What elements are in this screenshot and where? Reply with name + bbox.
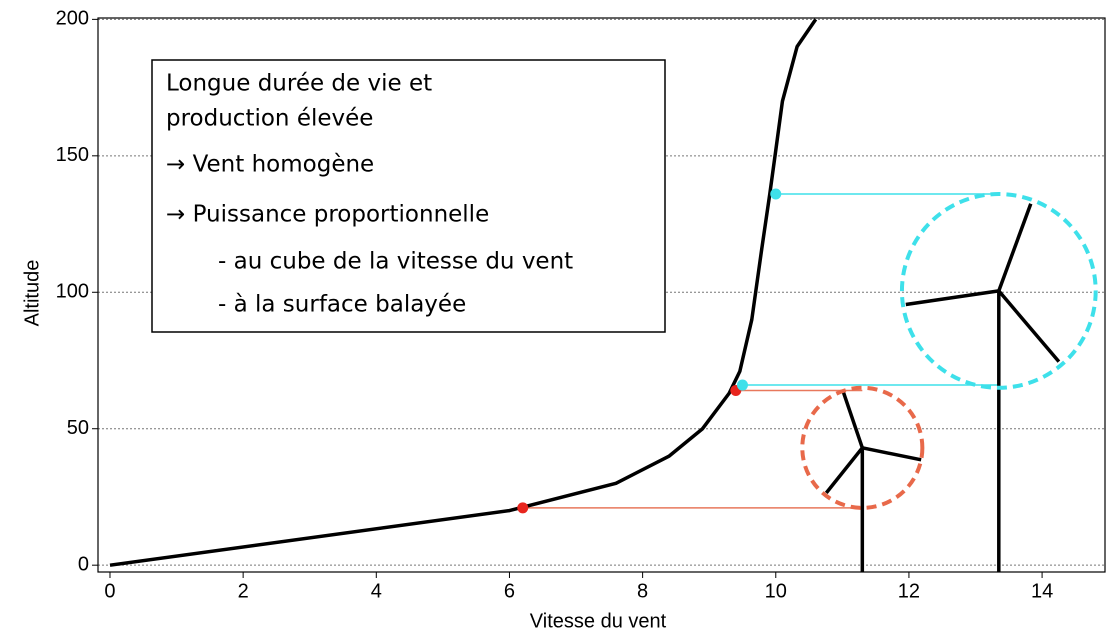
y-tick-label: 200 [56,8,89,30]
x-tick-label: 10 [765,580,787,602]
point [517,502,528,513]
turbine-blade [826,448,862,493]
x-tick-label: 4 [371,580,382,602]
chart: Altitude Vitesse du vent 0 50 100 150 200 0 2 4… [0,0,1106,636]
x-tick-label: 0 [104,580,115,602]
point [737,380,748,391]
point [770,189,781,200]
y-axis-label: Altitude [21,260,43,327]
turbine-blade [999,204,1031,291]
page: Altitude Vitesse du vent 0 50 100 150 200 0 2 4… [0,0,1106,636]
x-tick-label: 8 [637,580,648,602]
y-tick-label: 50 [67,417,89,439]
x-tick-label: 2 [238,580,249,602]
y-tick-label: 0 [78,553,89,575]
turbine-blade [862,448,921,460]
annotation-line: - au cube de la vitesse du vent [218,249,573,275]
y-tick-label: 150 [56,144,89,166]
x-tick-label: 14 [1031,580,1053,602]
x-tick-label: 12 [898,580,920,602]
x-tick-label: 6 [504,580,515,602]
annotation-line: → Puissance proportionnelle [166,202,489,228]
annotation-line: → Vent homogène [166,152,374,178]
turbine-blade [999,291,1059,362]
turbine-blade [843,390,863,448]
x-axis-label: Vitesse du vent [530,610,667,632]
y-tick-label: 100 [56,281,89,303]
annotation-line: production élevée [166,106,373,132]
annotation-line: - à la surface balayée [218,292,466,318]
turbine-blade [906,291,999,305]
annotation-line: Longue durée de vie et [166,71,432,97]
